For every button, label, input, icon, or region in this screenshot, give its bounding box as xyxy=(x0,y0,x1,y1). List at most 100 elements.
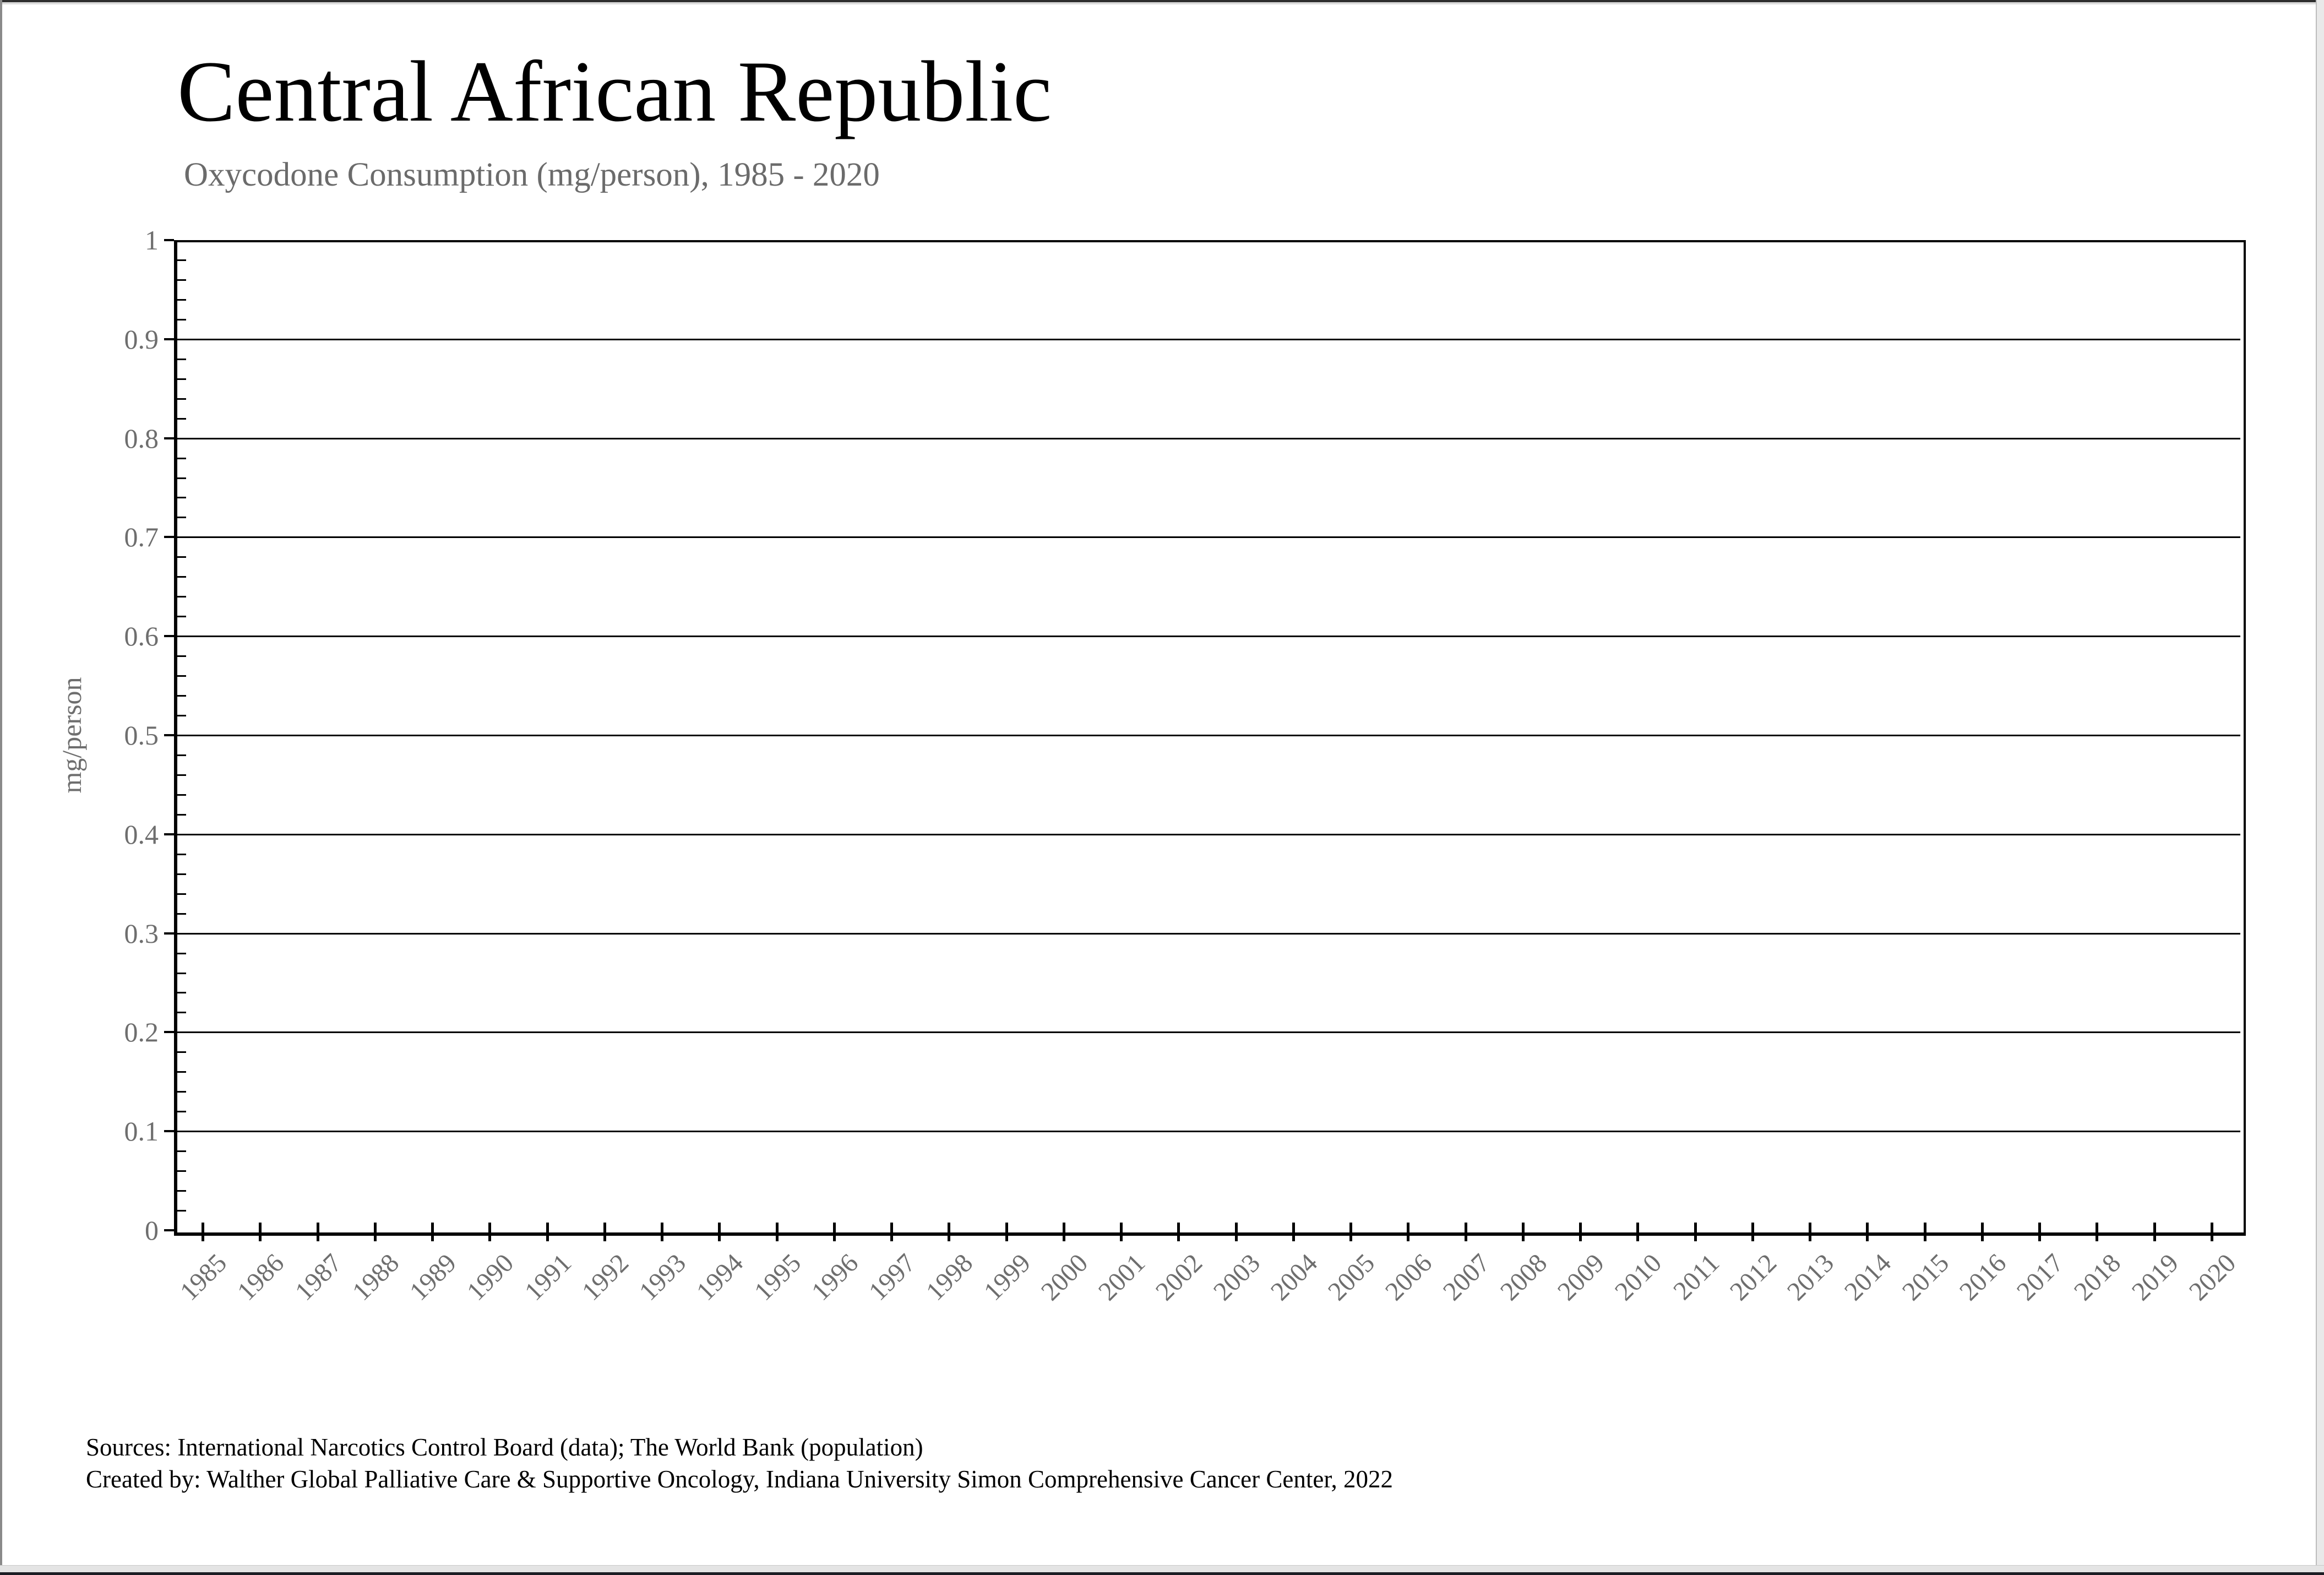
y-minor-tick-mark xyxy=(177,813,186,816)
y-minor-tick-mark xyxy=(177,279,186,281)
x-tick-mark xyxy=(1120,1223,1123,1241)
x-tick-mark xyxy=(603,1223,606,1241)
x-tick-mark xyxy=(1579,1223,1582,1241)
y-tick-label: 1 xyxy=(145,225,159,256)
y-tick-label: 0.2 xyxy=(124,1017,159,1048)
y-minor-tick-mark xyxy=(177,1071,186,1073)
x-tick-mark xyxy=(546,1223,549,1241)
y-tick-label: 0 xyxy=(145,1215,159,1246)
y-minor-tick-mark xyxy=(177,1091,186,1093)
y-major-tick-mark xyxy=(164,338,174,340)
y-tick-label: 0.5 xyxy=(124,720,159,751)
window-right-border xyxy=(2316,0,2324,1575)
y-minor-tick-mark xyxy=(177,873,186,875)
y-minor-tick-mark xyxy=(177,1051,186,1053)
x-tick-mark xyxy=(1292,1223,1295,1241)
x-tick-mark xyxy=(202,1223,205,1241)
gridline xyxy=(174,932,2240,935)
x-tick-mark xyxy=(1923,1223,1926,1241)
y-minor-tick-mark xyxy=(177,992,186,994)
y-tick-label: 0.1 xyxy=(124,1116,159,1147)
y-minor-tick-mark xyxy=(177,298,186,301)
x-tick-mark xyxy=(1866,1223,1869,1241)
y-minor-tick-mark xyxy=(177,972,186,974)
source-credit-line: Sources: International Narcotics Control… xyxy=(86,1433,923,1461)
y-major-tick-mark xyxy=(164,437,174,439)
gridline xyxy=(174,536,2240,539)
x-tick-mark xyxy=(1694,1223,1697,1241)
x-tick-mark xyxy=(1349,1223,1353,1241)
y-minor-tick-mark xyxy=(177,1111,186,1113)
y-major-tick-mark xyxy=(164,833,174,835)
y-minor-tick-mark xyxy=(177,913,186,915)
y-minor-tick-mark xyxy=(177,259,186,261)
x-tick-mark xyxy=(2153,1223,2156,1241)
y-major-tick-mark xyxy=(164,734,174,736)
gridline xyxy=(174,338,2240,340)
x-tick-mark xyxy=(1809,1223,1812,1241)
y-minor-tick-mark xyxy=(177,457,186,459)
x-tick-mark xyxy=(890,1223,894,1241)
y-minor-tick-mark xyxy=(177,517,186,519)
x-tick-mark xyxy=(316,1223,319,1241)
y-minor-tick-mark xyxy=(177,358,186,360)
x-tick-mark xyxy=(1464,1223,1467,1241)
gridline xyxy=(174,437,2240,439)
y-minor-tick-mark xyxy=(177,655,186,658)
gridline xyxy=(174,735,2240,736)
x-tick-mark xyxy=(718,1223,721,1241)
x-tick-mark xyxy=(1234,1223,1238,1241)
window-left-border xyxy=(0,0,2,1575)
y-minor-tick-mark xyxy=(177,1190,186,1192)
y-tick-label: 0.4 xyxy=(124,818,159,850)
window-top-border-highlight xyxy=(0,2,2324,4)
y-minor-tick-mark xyxy=(177,853,186,855)
gridline xyxy=(174,636,2240,638)
chart-subtitle: Oxycodone Consumption (mg/person), 1985 … xyxy=(184,156,880,193)
y-major-tick-mark xyxy=(164,1229,174,1231)
window-bottom-strip xyxy=(0,1565,2324,1572)
gridline xyxy=(174,1031,2240,1034)
window-top-border xyxy=(0,0,2324,2)
x-tick-mark xyxy=(431,1223,434,1241)
y-minor-tick-mark xyxy=(177,675,186,677)
x-tick-mark xyxy=(948,1223,951,1241)
y-minor-tick-mark xyxy=(177,1210,186,1212)
gridline xyxy=(174,833,2240,835)
y-minor-tick-mark xyxy=(177,893,186,895)
y-minor-tick-mark xyxy=(177,695,186,697)
x-tick-mark xyxy=(1177,1223,1180,1241)
x-tick-mark xyxy=(259,1223,262,1241)
gridline xyxy=(174,1131,2240,1133)
y-minor-tick-mark xyxy=(177,715,186,717)
y-tick-label: 0.9 xyxy=(124,323,159,355)
x-tick-mark xyxy=(1062,1223,1065,1241)
y-minor-tick-mark xyxy=(177,378,186,380)
y-minor-tick-mark xyxy=(177,556,186,558)
y-major-tick-mark xyxy=(164,932,174,935)
created-by-line: Created by: Walther Global Palliative Ca… xyxy=(86,1465,1394,1493)
y-tick-label: 0.6 xyxy=(124,621,159,652)
window-bottom-bar xyxy=(0,1572,2324,1575)
y-minor-tick-mark xyxy=(177,398,186,400)
y-tick-label: 0.7 xyxy=(124,522,159,553)
y-minor-tick-mark xyxy=(177,318,186,321)
y-major-tick-mark xyxy=(164,1130,174,1133)
y-major-tick-mark xyxy=(164,635,174,638)
page-title: Central African Republic xyxy=(177,44,1052,140)
y-tick-label: 0.3 xyxy=(124,917,159,949)
x-tick-mark xyxy=(1407,1223,1410,1241)
y-tick-label: 0.8 xyxy=(124,422,159,454)
x-tick-mark xyxy=(661,1223,664,1241)
x-tick-mark xyxy=(1636,1223,1640,1241)
y-minor-tick-mark xyxy=(177,1170,186,1172)
y-minor-tick-mark xyxy=(177,477,186,479)
x-tick-mark xyxy=(832,1223,836,1241)
x-tick-mark xyxy=(2210,1223,2213,1241)
x-tick-mark xyxy=(2038,1223,2042,1241)
y-minor-tick-mark xyxy=(177,774,186,776)
y-minor-tick-mark xyxy=(177,497,186,499)
x-tick-mark xyxy=(775,1223,779,1241)
x-tick-mark xyxy=(1980,1223,1984,1241)
